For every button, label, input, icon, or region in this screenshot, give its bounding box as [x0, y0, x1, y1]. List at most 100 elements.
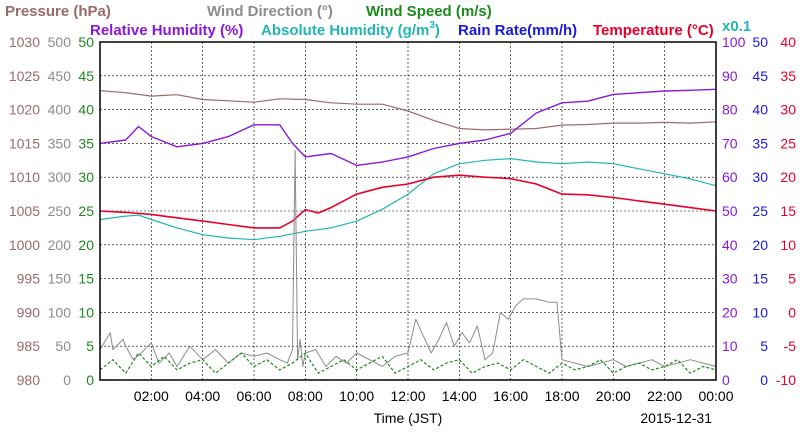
- y-tick-rain-rate: 25: [752, 203, 768, 219]
- y-tick-rain-rate: 45: [752, 68, 768, 84]
- x-tick-label: 18:00: [544, 388, 579, 404]
- y-tick-temperature: 15: [780, 203, 796, 219]
- y-tick-relative-humidity: 10: [722, 338, 738, 354]
- x-tick-label: 14:00: [442, 388, 477, 404]
- x-tick-label: 20:00: [596, 388, 631, 404]
- y-tick-relative-humidity: 50: [722, 203, 738, 219]
- y-tick-wind-speed: 25: [78, 203, 94, 219]
- y-tick-wind-direction: 400: [48, 102, 72, 118]
- y-tick-wind-direction: 100: [48, 304, 72, 320]
- y-tick-pressure: 985: [17, 338, 41, 354]
- title-pressure: Pressure (hPa): [5, 3, 111, 20]
- title-wind-direction: Wind Direction (°): [207, 3, 333, 20]
- y-tick-wind-speed: 40: [78, 102, 94, 118]
- y-tick-wind-speed: 45: [78, 68, 94, 84]
- x-axis-ticks: 02:00 04:00 06:00 08:00 10:00 12:00 14:00 16:00…: [134, 388, 734, 404]
- y-tick-temperature: -10: [776, 372, 796, 388]
- y-tick-wind-speed: 50: [78, 34, 94, 50]
- y-tick-wind-speed: 20: [78, 237, 94, 253]
- y-tick-relative-humidity: 100: [722, 34, 746, 50]
- x-tick-label: 06:00: [236, 388, 271, 404]
- y-tick-wind-direction: 350: [48, 135, 72, 151]
- y-tick-pressure: 990: [17, 304, 41, 320]
- series-absolute-humidity: [99, 158, 717, 241]
- y-tick-rain-rate: 20: [752, 237, 768, 253]
- title-temperature: Temperature (°C): [593, 22, 714, 39]
- scale-note: x0.1: [722, 18, 751, 35]
- y-tick-temperature: 25: [780, 135, 796, 151]
- x-tick-label: 04:00: [185, 388, 220, 404]
- y-tick-wind-speed: 10: [78, 304, 94, 320]
- y-tick-relative-humidity: 80: [722, 102, 738, 118]
- y-tick-wind-direction: 500: [48, 34, 72, 50]
- y-tick-rain-rate: 5: [760, 338, 768, 354]
- y-tick-wind-direction: 300: [48, 169, 72, 185]
- series-wind-speed: [99, 352, 717, 374]
- gridlines: [100, 42, 716, 380]
- y-tick-rain-rate: 0: [760, 372, 768, 388]
- y-tick-pressure: 1000: [9, 237, 40, 253]
- x-tick-label: 02:00: [134, 388, 169, 404]
- y-tick-pressure: 1005: [9, 203, 40, 219]
- y-tick-wind-speed: 35: [78, 135, 94, 151]
- series-wind-direction: [99, 149, 717, 367]
- series-pressure: [99, 90, 717, 131]
- y-tick-relative-humidity: 60: [722, 169, 738, 185]
- y-tick-rain-rate: 30: [752, 169, 768, 185]
- x-tick-label: 22:00: [647, 388, 682, 404]
- series-temperature: [99, 174, 717, 229]
- y-tick-pressure: 1030: [9, 34, 40, 50]
- y-tick-wind-direction: 450: [48, 68, 72, 84]
- y-tick-wind-speed: 5: [86, 338, 94, 354]
- y-tick-temperature: 40: [780, 34, 796, 50]
- series-relative-humidity: [99, 88, 717, 167]
- title-absolute-humidity-sup: 3: [429, 20, 435, 31]
- date-label: 2015-12-31: [640, 410, 712, 426]
- title-relative-humidity: Relative Humidity (%): [90, 22, 243, 39]
- y-tick-pressure: 995: [17, 271, 41, 287]
- x-tick-label: 12:00: [390, 388, 425, 404]
- y-tick-rain-rate: 35: [752, 135, 768, 151]
- y-tick-relative-humidity: 40: [722, 237, 738, 253]
- x-axis-label: Time (JST): [374, 410, 443, 426]
- series-layer: [99, 88, 717, 374]
- y-tick-wind-speed: 0: [86, 372, 94, 388]
- y-tick-pressure: 980: [17, 372, 41, 388]
- title-rain-rate: Rain Rate(mm/h): [458, 22, 577, 39]
- y-tick-wind-direction: 250: [48, 203, 72, 219]
- y-tick-wind-direction: 150: [48, 271, 72, 287]
- y-tick-relative-humidity: 20: [722, 304, 738, 320]
- plot-frame: [99, 41, 717, 381]
- y-tick-temperature: -5: [784, 338, 797, 354]
- y-tick-wind-direction: 0: [63, 372, 71, 388]
- title-absolute-humidity-close: ): [435, 22, 440, 39]
- y-tick-pressure: 1015: [9, 135, 40, 151]
- y-tick-rain-rate: 15: [752, 271, 768, 287]
- y-axis-ticks: 1030102510201015101010051000995990985980…: [9, 34, 796, 388]
- y-tick-pressure: 1025: [9, 68, 40, 84]
- y-tick-relative-humidity: 90: [722, 68, 738, 84]
- y-tick-temperature: 0: [788, 304, 796, 320]
- x-tick-label: 00:00: [698, 388, 733, 404]
- y-tick-relative-humidity: 0: [722, 372, 730, 388]
- y-tick-wind-speed: 15: [78, 271, 94, 287]
- y-tick-rain-rate: 50: [752, 34, 768, 50]
- y-tick-relative-humidity: 70: [722, 135, 738, 151]
- y-tick-temperature: 35: [780, 68, 796, 84]
- title-absolute-humidity: Absolute Humidity (g/m3): [261, 20, 440, 39]
- y-tick-wind-speed: 30: [78, 169, 94, 185]
- y-tick-wind-direction: 200: [48, 237, 72, 253]
- y-tick-rain-rate: 10: [752, 304, 768, 320]
- title-wind-speed: Wind Speed (m/s): [366, 3, 492, 20]
- y-tick-temperature: 30: [780, 102, 796, 118]
- y-tick-relative-humidity: 30: [722, 271, 738, 287]
- y-tick-rain-rate: 40: [752, 102, 768, 118]
- x-tick-label: 08:00: [288, 388, 323, 404]
- y-tick-temperature: 5: [788, 271, 796, 287]
- x-tick-label: 16:00: [493, 388, 528, 404]
- y-tick-temperature: 20: [780, 169, 796, 185]
- x-tick-label: 10:00: [339, 388, 374, 404]
- y-tick-pressure: 1010: [9, 169, 40, 185]
- y-tick-pressure: 1020: [9, 102, 40, 118]
